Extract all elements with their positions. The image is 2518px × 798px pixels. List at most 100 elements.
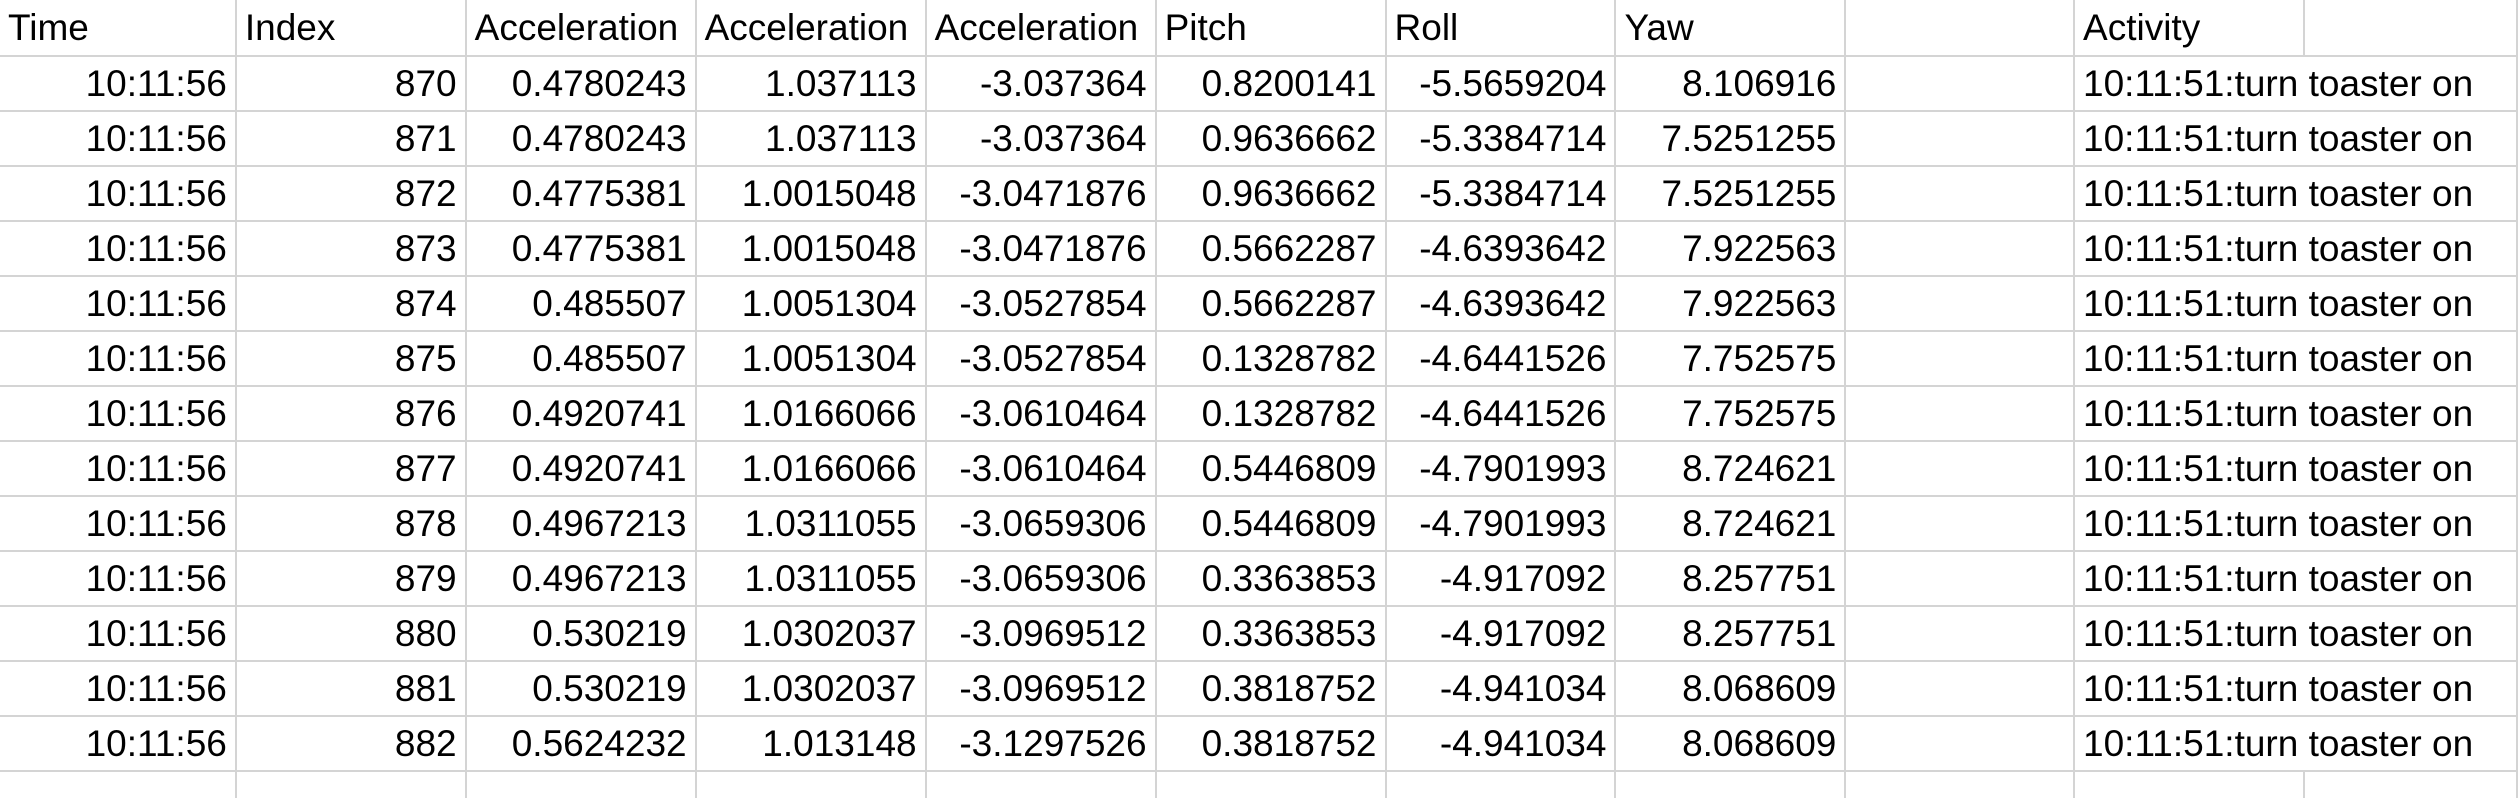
- cell-empty[interactable]: [1615, 771, 1847, 798]
- cell-empty[interactable]: [0, 771, 237, 798]
- cell-acceleration-z[interactable]: -3.0610464: [925, 441, 1157, 497]
- cell-activity[interactable]: 10:11:51:turn toaster on: [2074, 331, 2518, 387]
- cell-roll[interactable]: -4.6393642: [1385, 276, 1617, 332]
- cell-roll[interactable]: -4.6393642: [1385, 221, 1617, 277]
- cell-empty[interactable]: [925, 771, 1157, 798]
- cell-acceleration-y[interactable]: 1.0166066: [695, 441, 927, 497]
- cell-acceleration-y[interactable]: 1.0166066: [695, 386, 927, 442]
- cell-acceleration-x[interactable]: 0.4920741: [465, 386, 697, 442]
- cell-acceleration-x[interactable]: 0.485507: [465, 331, 697, 387]
- cell-blank[interactable]: [1845, 496, 2076, 552]
- cell-blank[interactable]: [1845, 221, 2076, 277]
- cell-acceleration-z[interactable]: -3.0471876: [925, 221, 1157, 277]
- cell-acceleration-x[interactable]: 0.4780243: [465, 111, 697, 167]
- cell-blank[interactable]: [1845, 166, 2076, 222]
- cell-activity[interactable]: 10:11:51:turn toaster on: [2074, 441, 2518, 497]
- cell-yaw[interactable]: 8.068609: [1615, 716, 1847, 772]
- cell-acceleration-y[interactable]: 1.0302037: [695, 606, 927, 662]
- cell-pitch[interactable]: 0.3363853: [1155, 551, 1387, 607]
- cell-roll[interactable]: -4.7901993: [1385, 496, 1617, 552]
- cell-yaw[interactable]: 8.106916: [1615, 56, 1847, 112]
- cell-acceleration-y[interactable]: 1.0051304: [695, 331, 927, 387]
- cell-acceleration-x[interactable]: 0.5624232: [465, 716, 697, 772]
- cell-acceleration-z[interactable]: -3.0610464: [925, 386, 1157, 442]
- cell-index[interactable]: 871: [235, 111, 467, 167]
- cell-activity[interactable]: 10:11:51:turn toaster on: [2074, 166, 2518, 222]
- cell-index[interactable]: 873: [235, 221, 467, 277]
- cell-roll[interactable]: -4.917092: [1385, 606, 1617, 662]
- cell-time[interactable]: 10:11:56: [0, 111, 237, 167]
- cell-pitch[interactable]: 0.3818752: [1155, 716, 1387, 772]
- cell-time[interactable]: 10:11:56: [0, 276, 237, 332]
- cell-index[interactable]: 872: [235, 166, 467, 222]
- cell-acceleration-z[interactable]: -3.0527854: [925, 276, 1157, 332]
- cell-empty[interactable]: [1385, 771, 1617, 798]
- column-header-roll[interactable]: Roll: [1385, 0, 1617, 57]
- cell-index[interactable]: 877: [235, 441, 467, 497]
- cell-index[interactable]: 874: [235, 276, 467, 332]
- cell-roll[interactable]: -4.6441526: [1385, 331, 1617, 387]
- cell-roll[interactable]: -4.941034: [1385, 661, 1617, 717]
- cell-yaw[interactable]: 7.5251255: [1615, 166, 1847, 222]
- cell-pitch[interactable]: 0.5446809: [1155, 441, 1387, 497]
- column-header-activity[interactable]: Activity: [2074, 0, 2305, 57]
- cell-acceleration-x[interactable]: 0.4775381: [465, 166, 697, 222]
- cell-index[interactable]: 875: [235, 331, 467, 387]
- cell-blank[interactable]: [1845, 606, 2076, 662]
- cell-pitch[interactable]: 0.3818752: [1155, 661, 1387, 717]
- cell-acceleration-x[interactable]: 0.530219: [465, 606, 697, 662]
- cell-pitch[interactable]: 0.5446809: [1155, 496, 1387, 552]
- cell-index[interactable]: 876: [235, 386, 467, 442]
- cell-activity[interactable]: 10:11:51:turn toaster on: [2074, 496, 2518, 552]
- cell-acceleration-x[interactable]: 0.4780243: [465, 56, 697, 112]
- cell-time[interactable]: 10:11:56: [0, 496, 237, 552]
- cell-acceleration-y[interactable]: 1.013148: [695, 716, 927, 772]
- cell-yaw[interactable]: 8.257751: [1615, 551, 1847, 607]
- cell-time[interactable]: 10:11:56: [0, 661, 237, 717]
- cell-acceleration-x[interactable]: 0.485507: [465, 276, 697, 332]
- cell-acceleration-z[interactable]: -3.037364: [925, 111, 1157, 167]
- cell-time[interactable]: 10:11:56: [0, 386, 237, 442]
- cell-acceleration-y[interactable]: 1.0311055: [695, 496, 927, 552]
- cell-yaw[interactable]: 7.752575: [1615, 386, 1847, 442]
- cell-activity[interactable]: 10:11:51:turn toaster on: [2074, 716, 2518, 772]
- cell-acceleration-y[interactable]: 1.0015048: [695, 221, 927, 277]
- cell-yaw[interactable]: 8.068609: [1615, 661, 1847, 717]
- column-header-time[interactable]: Time: [0, 0, 237, 57]
- cell-time[interactable]: 10:11:56: [0, 441, 237, 497]
- cell-pitch[interactable]: 0.5662287: [1155, 276, 1387, 332]
- cell-blank[interactable]: [1845, 331, 2076, 387]
- cell-pitch[interactable]: 0.9636662: [1155, 111, 1387, 167]
- cell-index[interactable]: 879: [235, 551, 467, 607]
- cell-pitch[interactable]: 0.9636662: [1155, 166, 1387, 222]
- cell-pitch[interactable]: 0.5662287: [1155, 221, 1387, 277]
- column-header-acceleration-z[interactable]: Acceleration: [925, 0, 1157, 57]
- cell-acceleration-y[interactable]: 1.0311055: [695, 551, 927, 607]
- cell-acceleration-x[interactable]: 0.4920741: [465, 441, 697, 497]
- cell-blank[interactable]: [1845, 661, 2076, 717]
- cell-roll[interactable]: -4.7901993: [1385, 441, 1617, 497]
- cell-yaw[interactable]: 8.724621: [1615, 496, 1847, 552]
- cell-empty[interactable]: [1845, 771, 2076, 798]
- cell-acceleration-z[interactable]: -3.0471876: [925, 166, 1157, 222]
- cell-acceleration-x[interactable]: 0.530219: [465, 661, 697, 717]
- cell-pitch[interactable]: 0.1328782: [1155, 386, 1387, 442]
- cell-pitch[interactable]: 0.1328782: [1155, 331, 1387, 387]
- cell-acceleration-y[interactable]: 1.0015048: [695, 166, 927, 222]
- cell-index[interactable]: 881: [235, 661, 467, 717]
- column-header-blank[interactable]: [1845, 0, 2076, 57]
- cell-yaw[interactable]: 7.752575: [1615, 331, 1847, 387]
- cell-acceleration-x[interactable]: 0.4775381: [465, 221, 697, 277]
- cell-activity[interactable]: 10:11:51:turn toaster on: [2074, 551, 2518, 607]
- cell-time[interactable]: 10:11:56: [0, 331, 237, 387]
- cell-yaw[interactable]: 7.5251255: [1615, 111, 1847, 167]
- cell-yaw[interactable]: 7.922563: [1615, 276, 1847, 332]
- cell-empty[interactable]: [465, 771, 697, 798]
- cell-index[interactable]: 882: [235, 716, 467, 772]
- cell-acceleration-y[interactable]: 1.0302037: [695, 661, 927, 717]
- cell-activity[interactable]: 10:11:51:turn toaster on: [2074, 606, 2518, 662]
- cell-acceleration-z[interactable]: -3.0969512: [925, 606, 1157, 662]
- cell-index[interactable]: 878: [235, 496, 467, 552]
- cell-roll[interactable]: -4.917092: [1385, 551, 1617, 607]
- cell-time[interactable]: 10:11:56: [0, 56, 237, 112]
